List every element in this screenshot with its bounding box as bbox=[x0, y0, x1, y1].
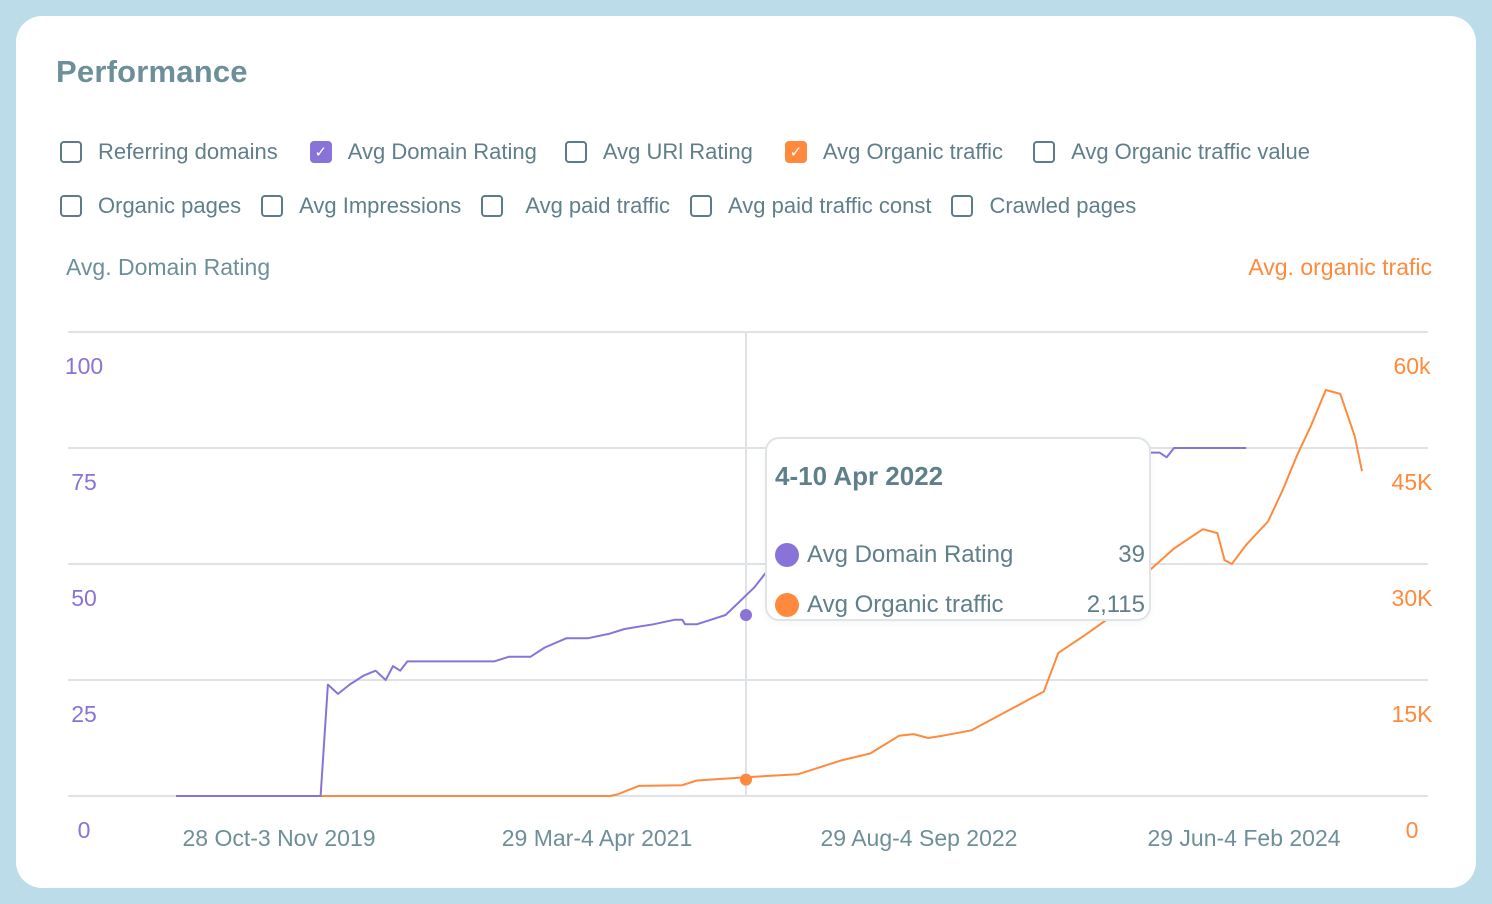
left-tick-label: 50 bbox=[71, 585, 97, 611]
filter-label: Avg paid traffic const bbox=[728, 193, 932, 218]
filter-label: Avg Organic traffic value bbox=[1071, 139, 1310, 164]
checkbox[interactable] bbox=[261, 195, 284, 217]
checkbox[interactable] bbox=[60, 195, 82, 217]
series-color-dot bbox=[775, 593, 799, 617]
filter-label: Avg URl Rating bbox=[602, 139, 753, 164]
filter-referring-domains[interactable]: Referring domains bbox=[60, 139, 278, 165]
x-tick-label: 29 Mar-4 Apr 2021 bbox=[502, 825, 693, 851]
page-title: Performance bbox=[56, 54, 248, 89]
checkbox-checked[interactable]: ✓ bbox=[309, 141, 332, 163]
checkbox[interactable] bbox=[1033, 141, 1056, 163]
tooltip-row-organic-traffic: Avg Organic traffic 2,115 bbox=[775, 590, 1145, 620]
left-tick-label: 0 bbox=[78, 817, 91, 843]
tooltip-value: 39 bbox=[1118, 541, 1145, 568]
organic-traffic-marker bbox=[740, 773, 752, 786]
filter-row-1: Referring domains ✓ Avg Domain Rating Av… bbox=[60, 132, 1460, 172]
left-tick-label: 100 bbox=[65, 353, 103, 379]
filter-label: Referring domains bbox=[98, 139, 278, 164]
filter-organic-pages[interactable]: Organic pages bbox=[60, 193, 241, 219]
filter-label: Avg Impressions bbox=[299, 193, 462, 218]
right-tick-label: 30K bbox=[1392, 585, 1434, 611]
filter-label: Avg Domain Rating bbox=[347, 139, 537, 164]
right-tick-label: 60k bbox=[1393, 353, 1431, 379]
filter-crawled-pages[interactable]: Crawled pages bbox=[951, 193, 1136, 219]
tooltip-value: 2,115 bbox=[1086, 591, 1145, 618]
performance-chart[interactable]: 0 25 50 75 100 0 15K 30K 45K 60k 28 Oct-3 Nov 2019… bbox=[16, 16, 1476, 888]
tooltip-label: Avg Domain Rating bbox=[807, 541, 1014, 568]
filter-avg-paid-traffic-const[interactable]: Avg paid traffic const bbox=[690, 193, 931, 219]
checkbox[interactable] bbox=[951, 195, 974, 217]
filter-avg-paid-traffic[interactable]: Avg paid traffic bbox=[481, 193, 670, 219]
series-color-dot bbox=[775, 543, 799, 567]
chart-tooltip: 4-10 Apr 2022 Avg Domain Rating 39 Avg O… bbox=[765, 437, 1151, 621]
filter-avg-impressions[interactable]: Avg Impressions bbox=[261, 193, 461, 219]
x-tick-label: 29 Aug-4 Sep 2022 bbox=[821, 825, 1018, 851]
tooltip-date: 4-10 Apr 2022 bbox=[775, 461, 944, 491]
checkbox[interactable] bbox=[564, 141, 587, 163]
metric-filters: Referring domains ✓ Avg Domain Rating Av… bbox=[60, 132, 1460, 240]
tooltip-label: Avg Organic traffic bbox=[807, 591, 1004, 618]
filter-avg-organic-traffic-value[interactable]: Avg Organic traffic value bbox=[1033, 139, 1310, 165]
domain-rating-marker bbox=[740, 609, 752, 622]
checkbox[interactable] bbox=[481, 195, 504, 217]
checkbox[interactable] bbox=[60, 141, 82, 163]
filter-label: Avg paid traffic bbox=[525, 193, 671, 218]
filter-avg-url-rating[interactable]: Avg URl Rating bbox=[564, 139, 753, 165]
right-tick-label: 15K bbox=[1392, 701, 1434, 727]
checkbox-checked[interactable]: ✓ bbox=[784, 141, 807, 163]
filter-row-2: Organic pages Avg Impressions Avg paid t… bbox=[60, 186, 1460, 226]
tooltip-row-domain-rating: Avg Domain Rating 39 bbox=[775, 540, 1145, 570]
left-tick-label: 75 bbox=[71, 469, 97, 495]
filter-avg-domain-rating[interactable]: ✓ Avg Domain Rating bbox=[309, 139, 537, 165]
filter-label: Organic pages bbox=[98, 193, 242, 218]
filter-label: Avg Organic traffic bbox=[822, 139, 1004, 164]
organic-traffic-line bbox=[176, 389, 1363, 797]
x-tick-label: 28 Oct-3 Nov 2019 bbox=[182, 825, 375, 851]
performance-card: Performance Referring domains ✓ Avg Doma… bbox=[16, 16, 1476, 888]
left-tick-label: 25 bbox=[71, 701, 97, 727]
left-axis-title: Avg. Domain Rating bbox=[66, 254, 271, 280]
checkbox[interactable] bbox=[690, 195, 713, 217]
filter-label: Crawled pages bbox=[989, 193, 1137, 218]
right-tick-label: 45K bbox=[1392, 469, 1434, 495]
x-tick-label: 29 Jun-4 Feb 2024 bbox=[1147, 825, 1340, 851]
filter-avg-organic-traffic[interactable]: ✓ Avg Organic traffic bbox=[784, 139, 1004, 165]
right-tick-label: 0 bbox=[1406, 817, 1419, 843]
right-axis-title: Avg. organic trafic bbox=[1248, 254, 1432, 280]
